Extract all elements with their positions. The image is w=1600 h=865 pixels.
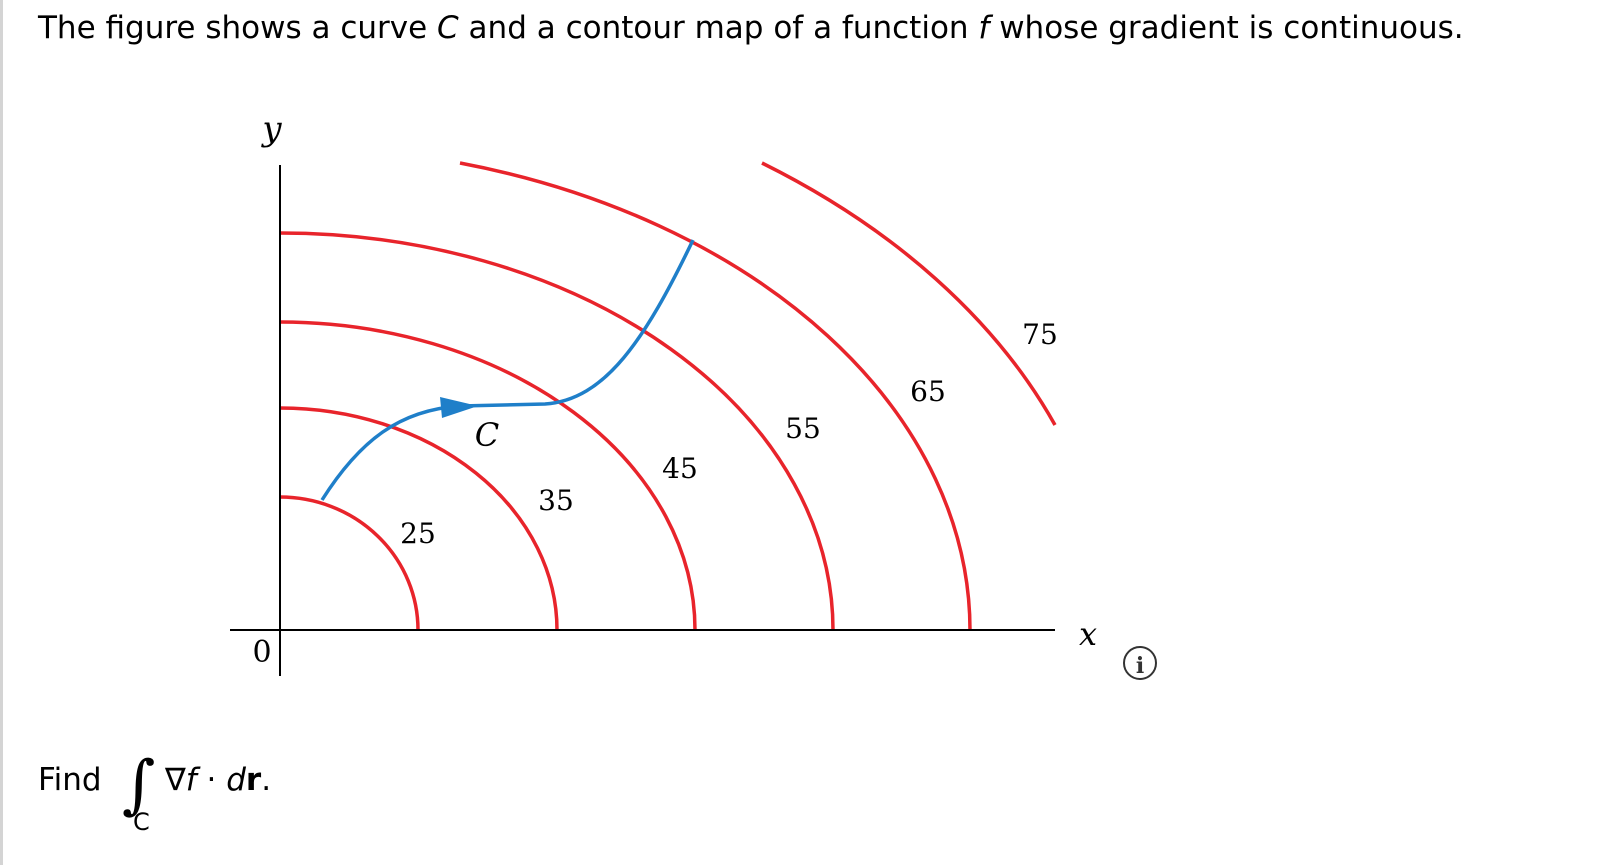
info-circle[interactable] (1123, 646, 1157, 680)
text: whose gradient is continuous. (989, 10, 1464, 46)
text: The figure shows a curve (38, 10, 438, 46)
origin-label: 0 (252, 635, 271, 670)
label-bg (398, 517, 438, 549)
text: and a contour map of a function (458, 10, 979, 46)
x-label: x (1079, 615, 1097, 653)
text: d (226, 762, 246, 798)
contour (761, 161, 1057, 426)
contour-labels: 25 35 45 55 65 75 (398, 318, 1060, 550)
curve-c (320, 239, 695, 501)
contour (279, 231, 835, 631)
text: C (437, 10, 459, 46)
label-bg (1020, 318, 1060, 350)
text: ∇ (164, 762, 186, 798)
integrand: ∇f · dr. (164, 762, 271, 798)
y-label: y (260, 109, 282, 149)
info-i[interactable]: i (1136, 653, 1144, 679)
label-bg (536, 484, 576, 516)
label-bg (660, 452, 700, 484)
contour (279, 406, 559, 631)
text: . (261, 762, 271, 798)
contour-label: 55 (785, 412, 821, 445)
question: The figure shows a curve C and a contour… (38, 10, 1464, 46)
label-bg (908, 375, 948, 407)
integral-subscript: C (133, 808, 150, 836)
text: r (246, 762, 262, 798)
curve-label: C (475, 416, 499, 454)
contour (279, 320, 697, 631)
contour-label: 25 (400, 517, 436, 550)
contour-label: 45 (662, 452, 698, 485)
contour (459, 161, 972, 631)
left-border (0, 0, 3, 865)
contour (279, 495, 420, 631)
find-label: Find (38, 762, 102, 798)
arrowhead (440, 397, 478, 418)
text: f (978, 10, 990, 46)
contour-label: 35 (538, 484, 574, 517)
contours (279, 161, 1057, 631)
contour-label: 75 (1022, 318, 1058, 351)
text: · (197, 762, 227, 798)
contour-label: 65 (910, 375, 946, 408)
info-icon[interactable]: i (1123, 646, 1157, 680)
integral-sign: ∫ (122, 748, 155, 822)
label-bg (783, 412, 823, 444)
